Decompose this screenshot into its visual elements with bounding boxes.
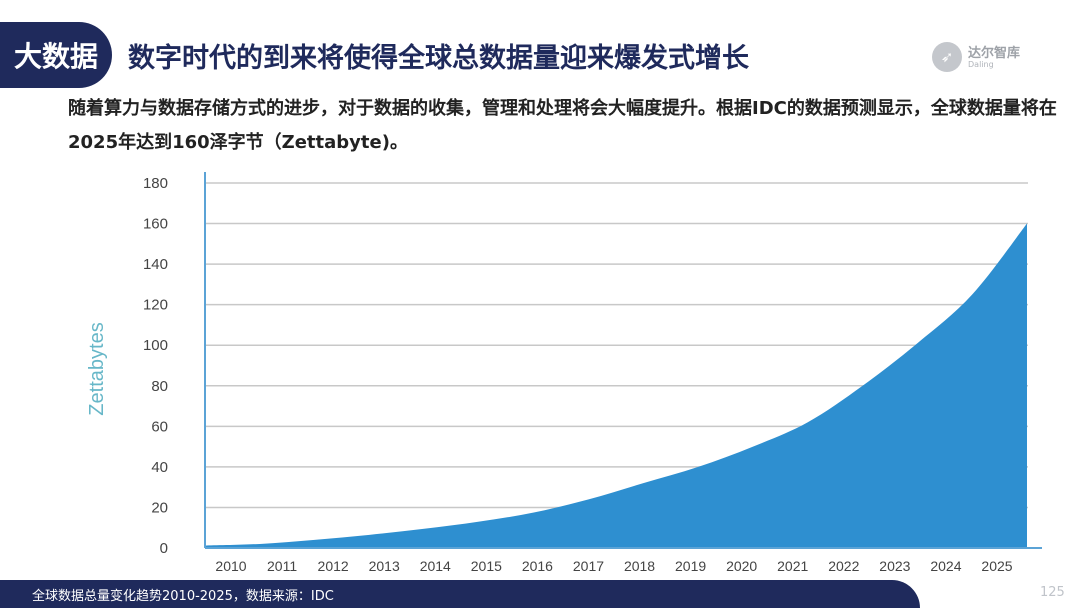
x-tick-label: 2012	[318, 558, 349, 574]
y-tick-label: 160	[143, 216, 168, 233]
brand-logo: ➶ 达尔智库 Daling	[932, 40, 1032, 76]
x-tick-label: 2018	[624, 558, 655, 574]
x-tick-label: 2014	[420, 558, 451, 574]
x-tick-label: 2022	[828, 558, 859, 574]
y-tick-label: 80	[151, 378, 168, 395]
x-tick-label: 2011	[267, 558, 297, 574]
x-tick-label: 2015	[471, 558, 502, 574]
x-tick-label: 2021	[777, 558, 808, 574]
logo-name: 达尔智库	[968, 46, 1021, 61]
x-tick-label: 2024	[930, 558, 961, 574]
x-tick-label: 2020	[726, 558, 757, 574]
page-title: 数字时代的到来将使得全球总数据量迎来爆发式增长	[128, 43, 749, 74]
page-number: 125	[1040, 585, 1065, 600]
x-tick-label: 2016	[522, 558, 553, 574]
footer-caption: 全球数据总量变化趋势2010-2025，数据来源：IDC	[32, 589, 334, 604]
y-tick-labels: 0 20 40 60 80 100 120 140 160 180	[143, 175, 168, 557]
data-area	[205, 223, 1027, 549]
intro-paragraph: 随着算力与数据存储方式的进步，对于数据的收集，管理和处理将会大幅度提升。根据ID…	[68, 98, 1057, 153]
x-tick-label: 2019	[675, 558, 706, 574]
y-tick-label: 180	[143, 175, 168, 192]
rocket-icon: ➶	[932, 42, 962, 72]
y-tick-label: 40	[151, 459, 168, 476]
footer-bar: 全球数据总量变化趋势2010-2025，数据来源：IDC	[0, 580, 920, 608]
x-tick-label: 2013	[369, 558, 400, 574]
y-axis-label: Zettabytes	[86, 322, 108, 415]
y-tick-label: 140	[143, 256, 168, 273]
logo-subtitle: Daling	[968, 60, 994, 69]
y-tick-label: 100	[143, 337, 168, 354]
area-layer	[205, 223, 1027, 549]
x-tick-label: 2010	[215, 558, 246, 574]
y-tick-label: 0	[160, 540, 168, 557]
section-tag: 大数据	[0, 22, 112, 88]
y-tick-label: 60	[151, 418, 168, 435]
x-tick-label: 2017	[573, 558, 604, 574]
y-tick-label: 120	[143, 297, 168, 314]
x-tick-labels: 2010 2011 2012 2013 2014 2015 2016 2017 2018 2019…	[215, 558, 1012, 574]
x-tick-label: 2025	[981, 558, 1012, 574]
y-tick-label: 20	[151, 499, 168, 516]
x-tick-label: 2023	[879, 558, 910, 574]
